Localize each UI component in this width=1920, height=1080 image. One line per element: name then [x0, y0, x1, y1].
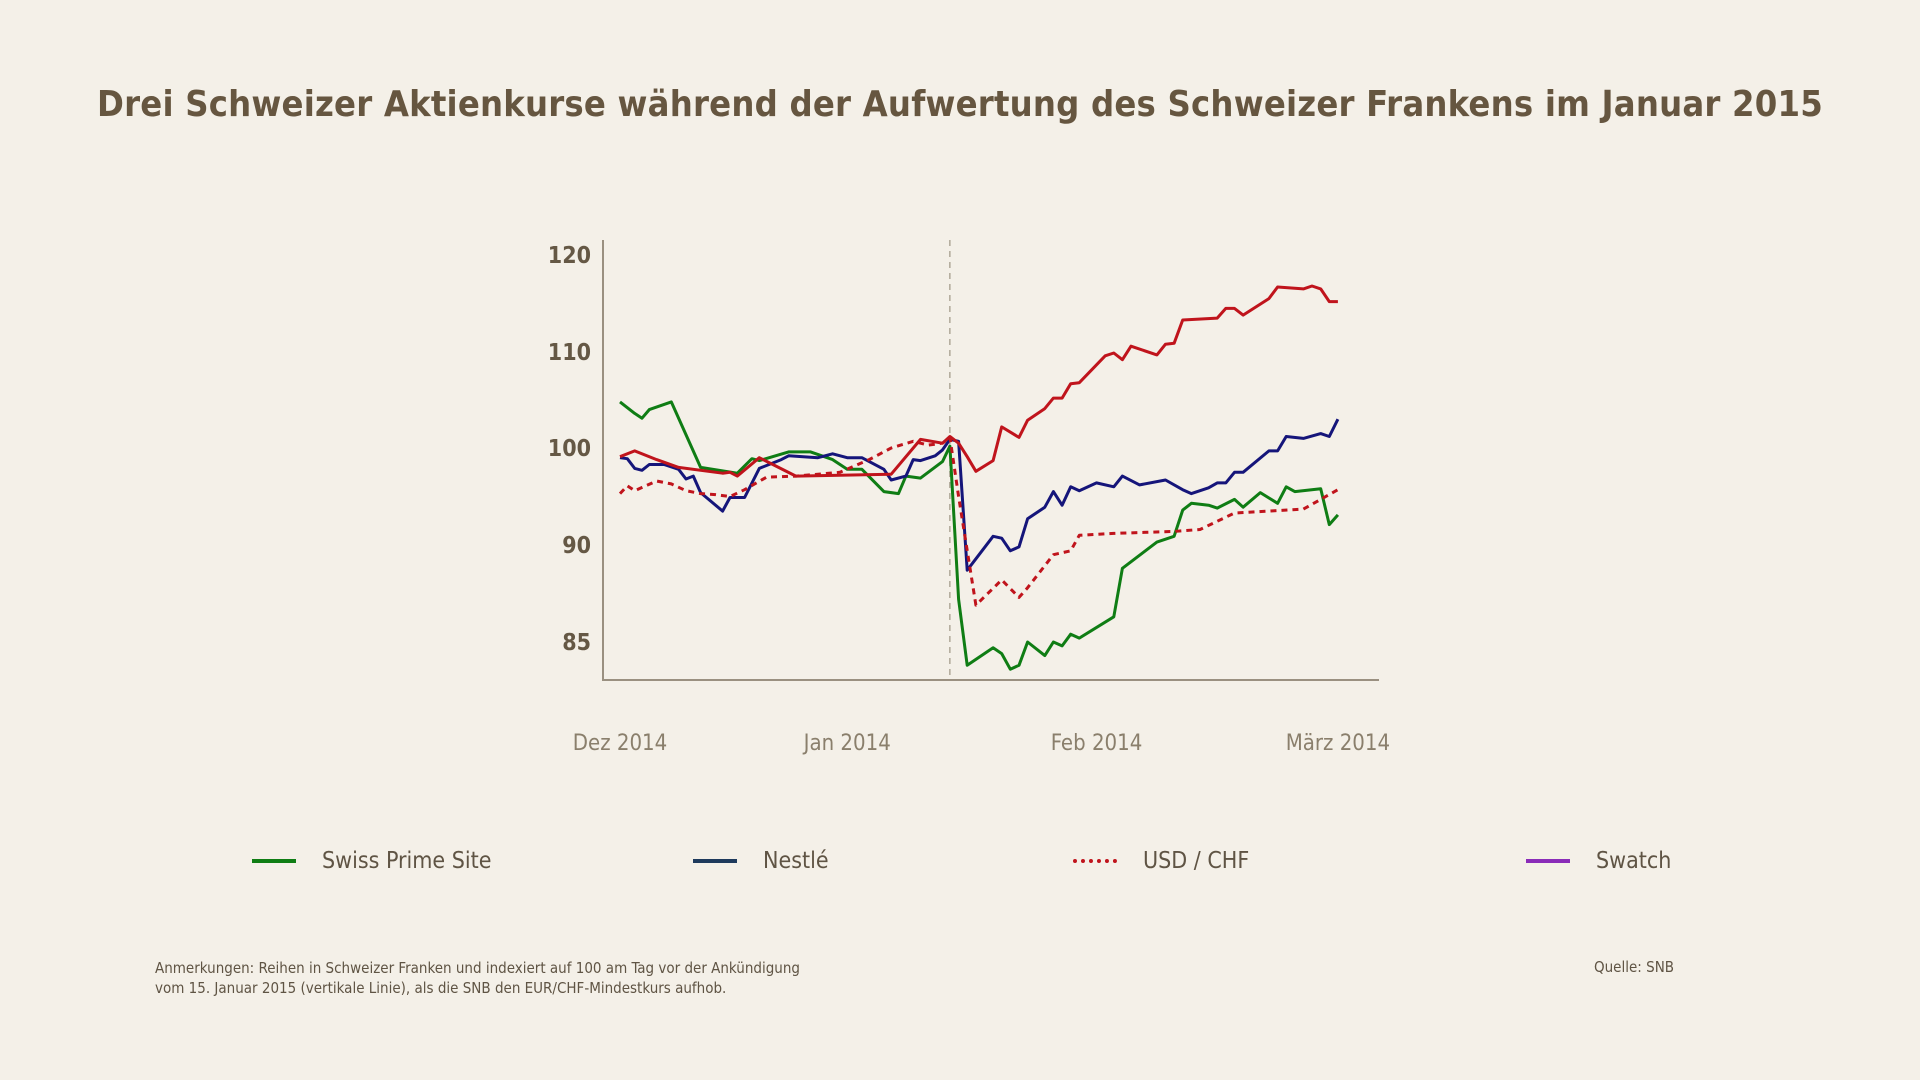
x-tick-label: Feb 2014 — [1051, 731, 1143, 756]
legend-swatch-usd-chf — [1073, 859, 1117, 863]
legend-swatch-swatch — [1526, 859, 1570, 863]
legend-item-swatch: Swatch — [1526, 843, 1671, 879]
y-tick-label: 90 — [562, 533, 591, 559]
legend-item-nestle: Nestlé — [693, 843, 829, 879]
legend-label: Nestlé — [763, 848, 829, 874]
x-tick-label: März 2014 — [1286, 731, 1390, 756]
y-tick-label: 120 — [548, 243, 591, 269]
legend-swatch-nestle — [693, 859, 737, 863]
footnote-line: Anmerkungen: Reihen in Schweizer Franken… — [155, 959, 800, 977]
legend-item-swiss-prime-site: Swiss Prime Site — [252, 843, 491, 879]
series-line-2 — [619, 284, 1338, 478]
legend-swatch-swiss-prime-site — [252, 859, 296, 863]
legend-label: Swatch — [1596, 848, 1672, 874]
footnote: Anmerkungen: Reihen in Schweizer Franken… — [155, 958, 800, 998]
chart-title: Drei Schweizer Aktienkurse während der A… — [97, 84, 1823, 125]
y-tick-label: 100 — [548, 436, 591, 462]
series-line-swiss-prime-site — [619, 400, 1340, 671]
legend-item-usd-chf: USD / CHF — [1073, 843, 1249, 879]
source-label: Quelle: SNB — [1594, 958, 1675, 976]
x-tick-label: Dez 2014 — [573, 731, 667, 756]
x-tick-label: Jan 2014 — [802, 731, 891, 756]
footnote-line: vom 15. Januar 2015 (vertikale Linie), a… — [155, 979, 727, 997]
legend-label: USD / CHF — [1143, 848, 1250, 874]
legend-label: Swiss Prime Site — [322, 848, 492, 874]
y-tick-label: 85 — [562, 630, 591, 656]
series-line-nestl — [619, 418, 1340, 572]
y-tick-label: 110 — [548, 340, 591, 366]
series-line-usd-chf — [618, 435, 1339, 607]
